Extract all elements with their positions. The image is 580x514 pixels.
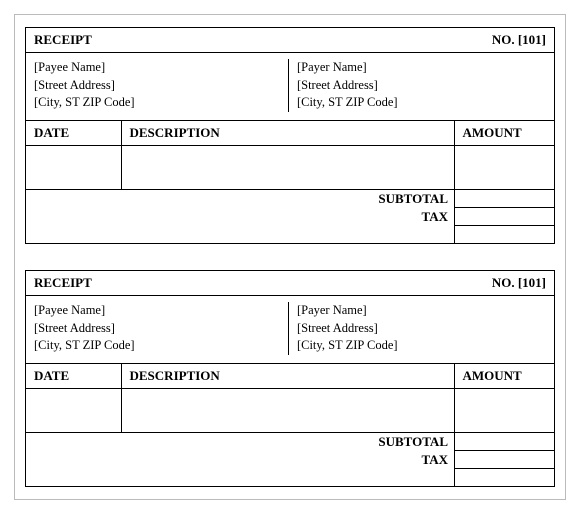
- payee-csz: [City, ST ZIP Code]: [34, 337, 308, 355]
- col-description: DESCRIPTION: [121, 364, 454, 389]
- cell-amount: [454, 145, 554, 189]
- receipt-title: RECEIPT: [34, 275, 92, 291]
- tax-value: [454, 208, 554, 226]
- col-amount: AMOUNT: [454, 121, 554, 146]
- totals-block: SUBTOTAL TAX: [26, 189, 554, 243]
- table-header-row: DATE DESCRIPTION AMOUNT: [26, 364, 554, 389]
- items-table: DATE DESCRIPTION AMOUNT: [26, 364, 554, 433]
- payee-street: [Street Address]: [34, 320, 308, 338]
- payer-csz: [City, ST ZIP Code]: [297, 337, 546, 355]
- tax-label: TAX: [26, 451, 454, 469]
- table-row: [26, 145, 554, 189]
- payee-name: [Payee Name]: [34, 59, 308, 77]
- col-description: DESCRIPTION: [121, 121, 454, 146]
- payer-name: [Payer Name]: [297, 302, 546, 320]
- receipt-number: NO. [101]: [492, 32, 546, 48]
- tax-label: TAX: [26, 208, 454, 226]
- address-block: [Payee Name] [Street Address] [City, ST …: [26, 296, 554, 364]
- subtotal-row: SUBTOTAL: [26, 190, 554, 208]
- tax-value: [454, 451, 554, 469]
- col-amount: AMOUNT: [454, 364, 554, 389]
- payee-address: [Payee Name] [Street Address] [City, ST …: [34, 302, 308, 355]
- cell-description: [121, 388, 454, 432]
- payer-street: [Street Address]: [297, 320, 546, 338]
- cell-date: [26, 145, 121, 189]
- cell-amount: [454, 388, 554, 432]
- total-row: [26, 469, 554, 486]
- receipt-title: RECEIPT: [34, 32, 92, 48]
- table-row: [26, 388, 554, 432]
- subtotal-value: [454, 433, 554, 451]
- payer-address: [Payer Name] [Street Address] [City, ST …: [288, 302, 546, 355]
- tax-row: TAX: [26, 208, 554, 226]
- col-date: DATE: [26, 121, 121, 146]
- items-table: DATE DESCRIPTION AMOUNT: [26, 121, 554, 190]
- cell-description: [121, 145, 454, 189]
- payee-csz: [City, ST ZIP Code]: [34, 94, 308, 112]
- total-spacer: [26, 226, 454, 232]
- receipt-page: RECEIPT NO. [101] [Payee Name] [Street A…: [14, 14, 566, 500]
- total-spacer: [26, 469, 454, 475]
- address-block: [Payee Name] [Street Address] [City, ST …: [26, 53, 554, 121]
- payer-csz: [City, ST ZIP Code]: [297, 94, 546, 112]
- total-value: [454, 469, 554, 486]
- receipt-header: RECEIPT NO. [101]: [26, 271, 554, 296]
- subtotal-label: SUBTOTAL: [26, 190, 454, 208]
- payee-street: [Street Address]: [34, 77, 308, 95]
- payer-address: [Payer Name] [Street Address] [City, ST …: [288, 59, 546, 112]
- payer-name: [Payer Name]: [297, 59, 546, 77]
- payee-name: [Payee Name]: [34, 302, 308, 320]
- receipt-2: RECEIPT NO. [101] [Payee Name] [Street A…: [25, 270, 555, 487]
- receipt-header: RECEIPT NO. [101]: [26, 28, 554, 53]
- totals-block: SUBTOTAL TAX: [26, 432, 554, 486]
- receipt-1: RECEIPT NO. [101] [Payee Name] [Street A…: [25, 27, 555, 244]
- total-row: [26, 226, 554, 243]
- col-date: DATE: [26, 364, 121, 389]
- total-value: [454, 226, 554, 243]
- tax-row: TAX: [26, 451, 554, 469]
- subtotal-value: [454, 190, 554, 208]
- subtotal-label: SUBTOTAL: [26, 433, 454, 451]
- payee-address: [Payee Name] [Street Address] [City, ST …: [34, 59, 308, 112]
- payer-street: [Street Address]: [297, 77, 546, 95]
- table-header-row: DATE DESCRIPTION AMOUNT: [26, 121, 554, 146]
- subtotal-row: SUBTOTAL: [26, 433, 554, 451]
- receipt-number: NO. [101]: [492, 275, 546, 291]
- cell-date: [26, 388, 121, 432]
